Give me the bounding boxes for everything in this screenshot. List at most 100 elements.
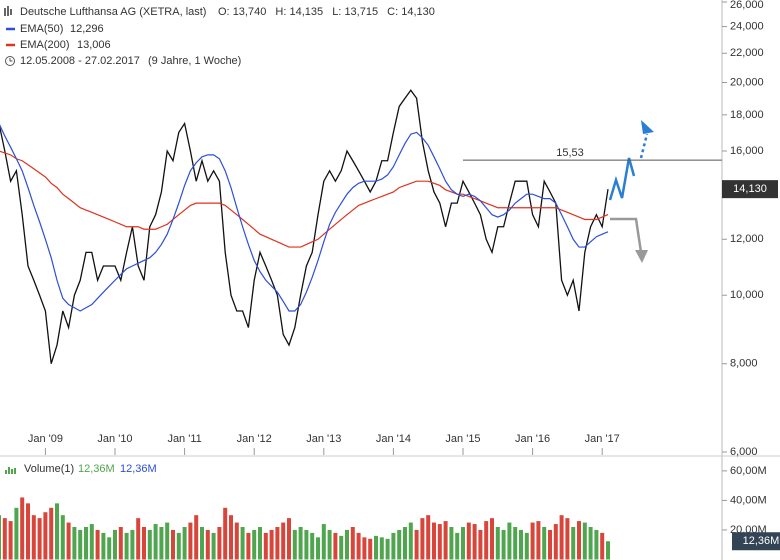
- x-tick-label: Jan '15: [445, 433, 480, 445]
- volume-bar: [89, 524, 94, 560]
- volume-bar: [263, 532, 268, 560]
- volume-bar: [582, 522, 587, 560]
- legend-label: EMA(50): [20, 23, 63, 35]
- volume-tag: [732, 532, 780, 551]
- volume-bar: [20, 497, 25, 560]
- volume-tag-label: 12,36M: [743, 535, 780, 547]
- volume-bar: [385, 538, 390, 560]
- legend-label: EMA(200): [20, 39, 70, 51]
- legend-value: 13,006: [77, 39, 111, 51]
- volume-bar: [310, 532, 315, 560]
- volume-bar: [548, 529, 552, 560]
- volume-bar: [8, 521, 13, 560]
- price-tag: [722, 180, 778, 199]
- ohlc-value: 13,715: [344, 6, 378, 18]
- volume-bar: [571, 527, 576, 560]
- ohlc-name: L:: [332, 6, 341, 18]
- volume-bar: [0, 515, 1, 560]
- volume-bar: [501, 529, 506, 560]
- period-note: (9 Jahre, 1 Woche): [148, 55, 241, 67]
- volume-bar: [165, 522, 170, 560]
- volume-bar: [176, 532, 181, 560]
- volume-bar: [339, 535, 344, 560]
- volume-bar: [269, 529, 274, 560]
- volume-bar: [553, 524, 558, 560]
- volume-bar: [171, 529, 175, 560]
- y-tick-label: 20,000: [730, 76, 764, 88]
- volume-bar: [147, 529, 152, 560]
- y-tick-label: 26,000: [730, 0, 764, 11]
- legend: Deutsche Lufthansa AG (XETRA, last) O: 1…: [4, 6, 435, 67]
- volume-tick-label: 60,00M: [730, 465, 767, 477]
- volume-bar: [316, 537, 320, 560]
- volume-bar: [374, 535, 378, 560]
- volume-bar: [287, 518, 291, 560]
- volume-bar: [403, 527, 407, 560]
- volume-bar: [495, 527, 500, 560]
- volume-bar: [519, 529, 523, 560]
- projection-up: [608, 157, 636, 201]
- volume-bar: [490, 518, 494, 560]
- y-tick-label: 6,000: [730, 446, 758, 458]
- volume-bar: [542, 527, 547, 560]
- volume-bar: [223, 507, 228, 560]
- volume-bar: [281, 522, 286, 560]
- volume-bar: [362, 537, 367, 560]
- volume-bar: [298, 527, 303, 560]
- volume-bar: [182, 527, 187, 560]
- x-tick-label: Jan '16: [515, 433, 550, 445]
- volume-bar: [55, 503, 59, 560]
- volume-bar: [49, 507, 54, 560]
- ohlc-value: 14,130: [401, 6, 435, 18]
- volume-bar: [426, 515, 431, 560]
- volume-bar: [368, 538, 373, 560]
- ohlc-value: 13,740: [233, 6, 267, 18]
- volume-bar: [588, 527, 593, 560]
- volume-bar: [107, 537, 112, 560]
- legend-value: 12,296: [70, 23, 104, 35]
- volume-bar: [559, 515, 564, 560]
- volume-bar: [136, 518, 141, 560]
- y-tick-label: 16,000: [730, 145, 764, 157]
- volume-bar: [350, 527, 355, 560]
- volume-tick-label: 40,00M: [730, 494, 767, 506]
- clock-hands: [9, 58, 13, 62]
- volume-bar: [594, 529, 599, 560]
- volume-bar: [252, 529, 257, 560]
- x-tick-label: Jan '12: [237, 433, 272, 445]
- volume-bar: [66, 522, 71, 560]
- volume-bar: [345, 529, 349, 560]
- volume-bar: [194, 515, 199, 560]
- ohlc: O: 13,740 H: 14,135 L: 13,715 C: 14,130: [218, 6, 435, 18]
- volume-bar: [246, 532, 251, 560]
- volume-bar: [130, 529, 135, 560]
- volume-bar: [379, 537, 384, 560]
- volume-bar: [84, 527, 88, 560]
- volume-bar: [292, 529, 297, 560]
- volume-bar: [414, 529, 419, 560]
- volume-bar: [606, 541, 610, 560]
- volume-bar: [443, 521, 448, 560]
- volume-bar: [2, 518, 7, 560]
- volume-bar: [258, 527, 262, 560]
- volume-value: 12,36M: [78, 463, 115, 475]
- volume-legend: Volume(1) 12,36M 12,36M: [5, 463, 157, 475]
- y-tick-label: 22,000: [730, 47, 764, 59]
- projection-down: [610, 217, 643, 253]
- volume-bar: [397, 529, 402, 560]
- volume-bar: [211, 532, 216, 560]
- volume-bar: [432, 522, 436, 560]
- volume-bar: [524, 532, 529, 560]
- x-tick-label: Jan '11: [167, 433, 201, 445]
- ohlc-name: C:: [387, 6, 398, 18]
- volume-bar: [461, 527, 465, 560]
- volume-bar: [14, 507, 19, 560]
- ohlc-name: H:: [275, 6, 286, 18]
- ohlc-name: O:: [218, 6, 230, 18]
- volume-bar: [95, 529, 100, 560]
- volume-value: 12,36M: [120, 463, 157, 475]
- y-tick-label: 12,000: [730, 233, 764, 245]
- volume-bar: [327, 529, 332, 560]
